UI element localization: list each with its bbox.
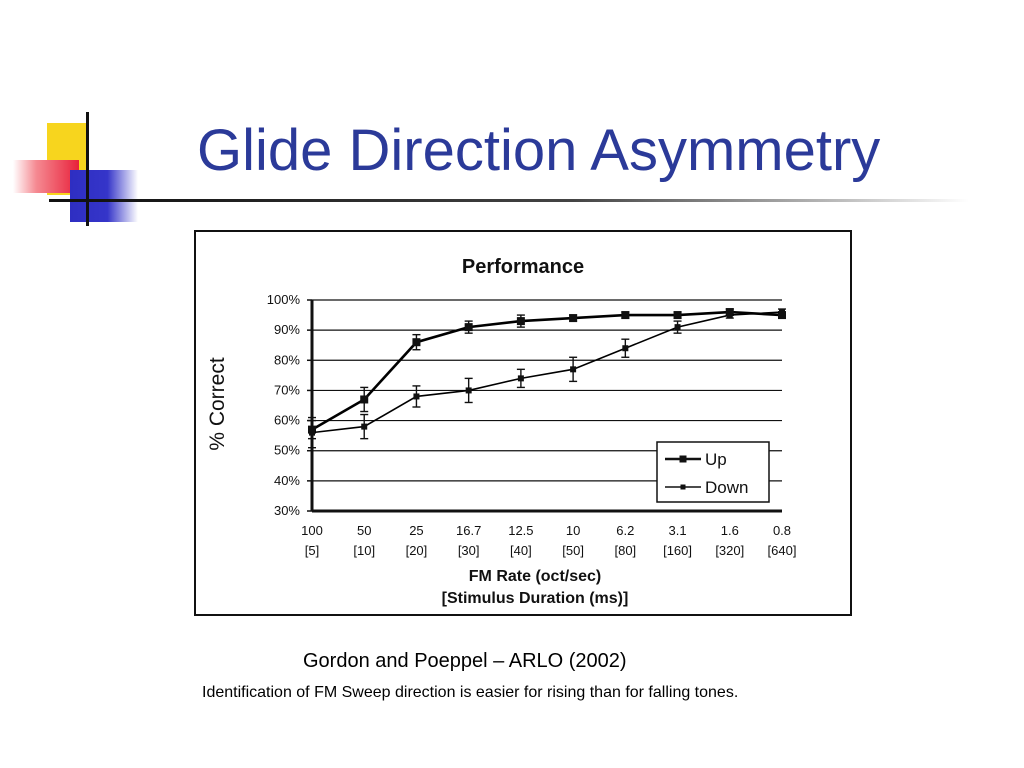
decor-blue-square	[70, 170, 138, 222]
series-up-point	[516, 317, 525, 326]
y-tick-label: 30%	[274, 503, 300, 518]
y-axis-label: % Correct	[206, 357, 229, 451]
decor-vertical-line	[86, 112, 89, 226]
x-tick-label-duration: [50]	[562, 543, 584, 558]
series-down-point	[465, 387, 472, 394]
series-down-point	[622, 345, 629, 352]
y-tick-label: 60%	[274, 413, 300, 428]
series-up-point	[673, 311, 682, 320]
x-tick-label-rate: 16.7	[456, 523, 481, 538]
legend-swatch-marker	[679, 455, 687, 463]
chart-title: Performance	[462, 256, 584, 278]
x-tick-label-duration: [10]	[353, 543, 375, 558]
x-tick-label-duration: [20]	[406, 543, 428, 558]
series-up-point	[621, 311, 630, 320]
series-up-point	[412, 338, 421, 347]
series-down-point	[413, 393, 420, 400]
x-tick-label-rate: 50	[357, 523, 371, 538]
chart-frame: Performance % Correct 30% 40% 50% 60% 70% 80%…	[194, 230, 852, 616]
series-down-line	[311, 311, 783, 434]
series-down-point	[309, 429, 315, 436]
series-up-point	[569, 314, 578, 323]
series-up-point	[360, 395, 369, 404]
series-down-point	[726, 312, 733, 319]
series-down-point	[570, 366, 577, 373]
slide-title: Glide Direction Asymmetry	[197, 118, 881, 183]
x-axis-label-duration: [Stimulus Duration (ms)]	[442, 590, 629, 607]
x-tick-label-rate: 0.8	[773, 523, 791, 538]
x-tick-label-duration: [30]	[458, 543, 480, 558]
series-down-point	[361, 423, 368, 430]
caption: Identification of FM Sweep direction is …	[202, 684, 739, 701]
series-down-point	[517, 375, 524, 382]
x-tick-label-rate: 6.2	[616, 523, 634, 538]
legend-box	[656, 441, 770, 503]
series-down-point	[779, 309, 785, 316]
x-tick-label-duration: [160]	[663, 543, 692, 558]
x-tick-label-duration: [640]	[768, 543, 797, 558]
y-tick-label: 70%	[274, 382, 300, 397]
decor-red-bar	[13, 160, 79, 193]
x-tick-label-duration: [40]	[510, 543, 532, 558]
x-tick-label-duration: [80]	[614, 543, 636, 558]
y-tick-label: 80%	[274, 352, 300, 367]
x-tick-label-rate: 100	[301, 523, 323, 538]
y-tick-label: 40%	[274, 473, 300, 488]
legend-swatch-marker	[680, 484, 686, 490]
x-tick-label-rate: 25	[409, 523, 423, 538]
legend-label: Up	[705, 450, 727, 469]
x-tick-label-duration: [5]	[305, 543, 319, 558]
x-tick-label-rate: 1.6	[721, 523, 739, 538]
y-tick-label: 100%	[267, 292, 301, 307]
x-tick-label-rate: 12.5	[508, 523, 533, 538]
x-tick-label-duration: [320]	[715, 543, 744, 558]
title-underline	[89, 199, 969, 202]
citation: Gordon and Poeppel – ARLO (2002)	[303, 650, 627, 672]
performance-chart: Performance % Correct 30% 40% 50% 60% 70% 80%…	[206, 256, 797, 607]
y-tick-label: 50%	[274, 443, 300, 458]
series-up-point	[464, 323, 473, 332]
legend-label: Down	[705, 478, 748, 497]
series-up-line	[311, 310, 783, 431]
x-axis-label-rate: FM Rate (oct/sec)	[469, 568, 601, 585]
series-down-point	[674, 324, 681, 331]
x-tick-label-rate: 3.1	[669, 523, 687, 538]
x-tick-label-rate: 10	[566, 523, 580, 538]
y-tick-label: 90%	[274, 322, 300, 337]
